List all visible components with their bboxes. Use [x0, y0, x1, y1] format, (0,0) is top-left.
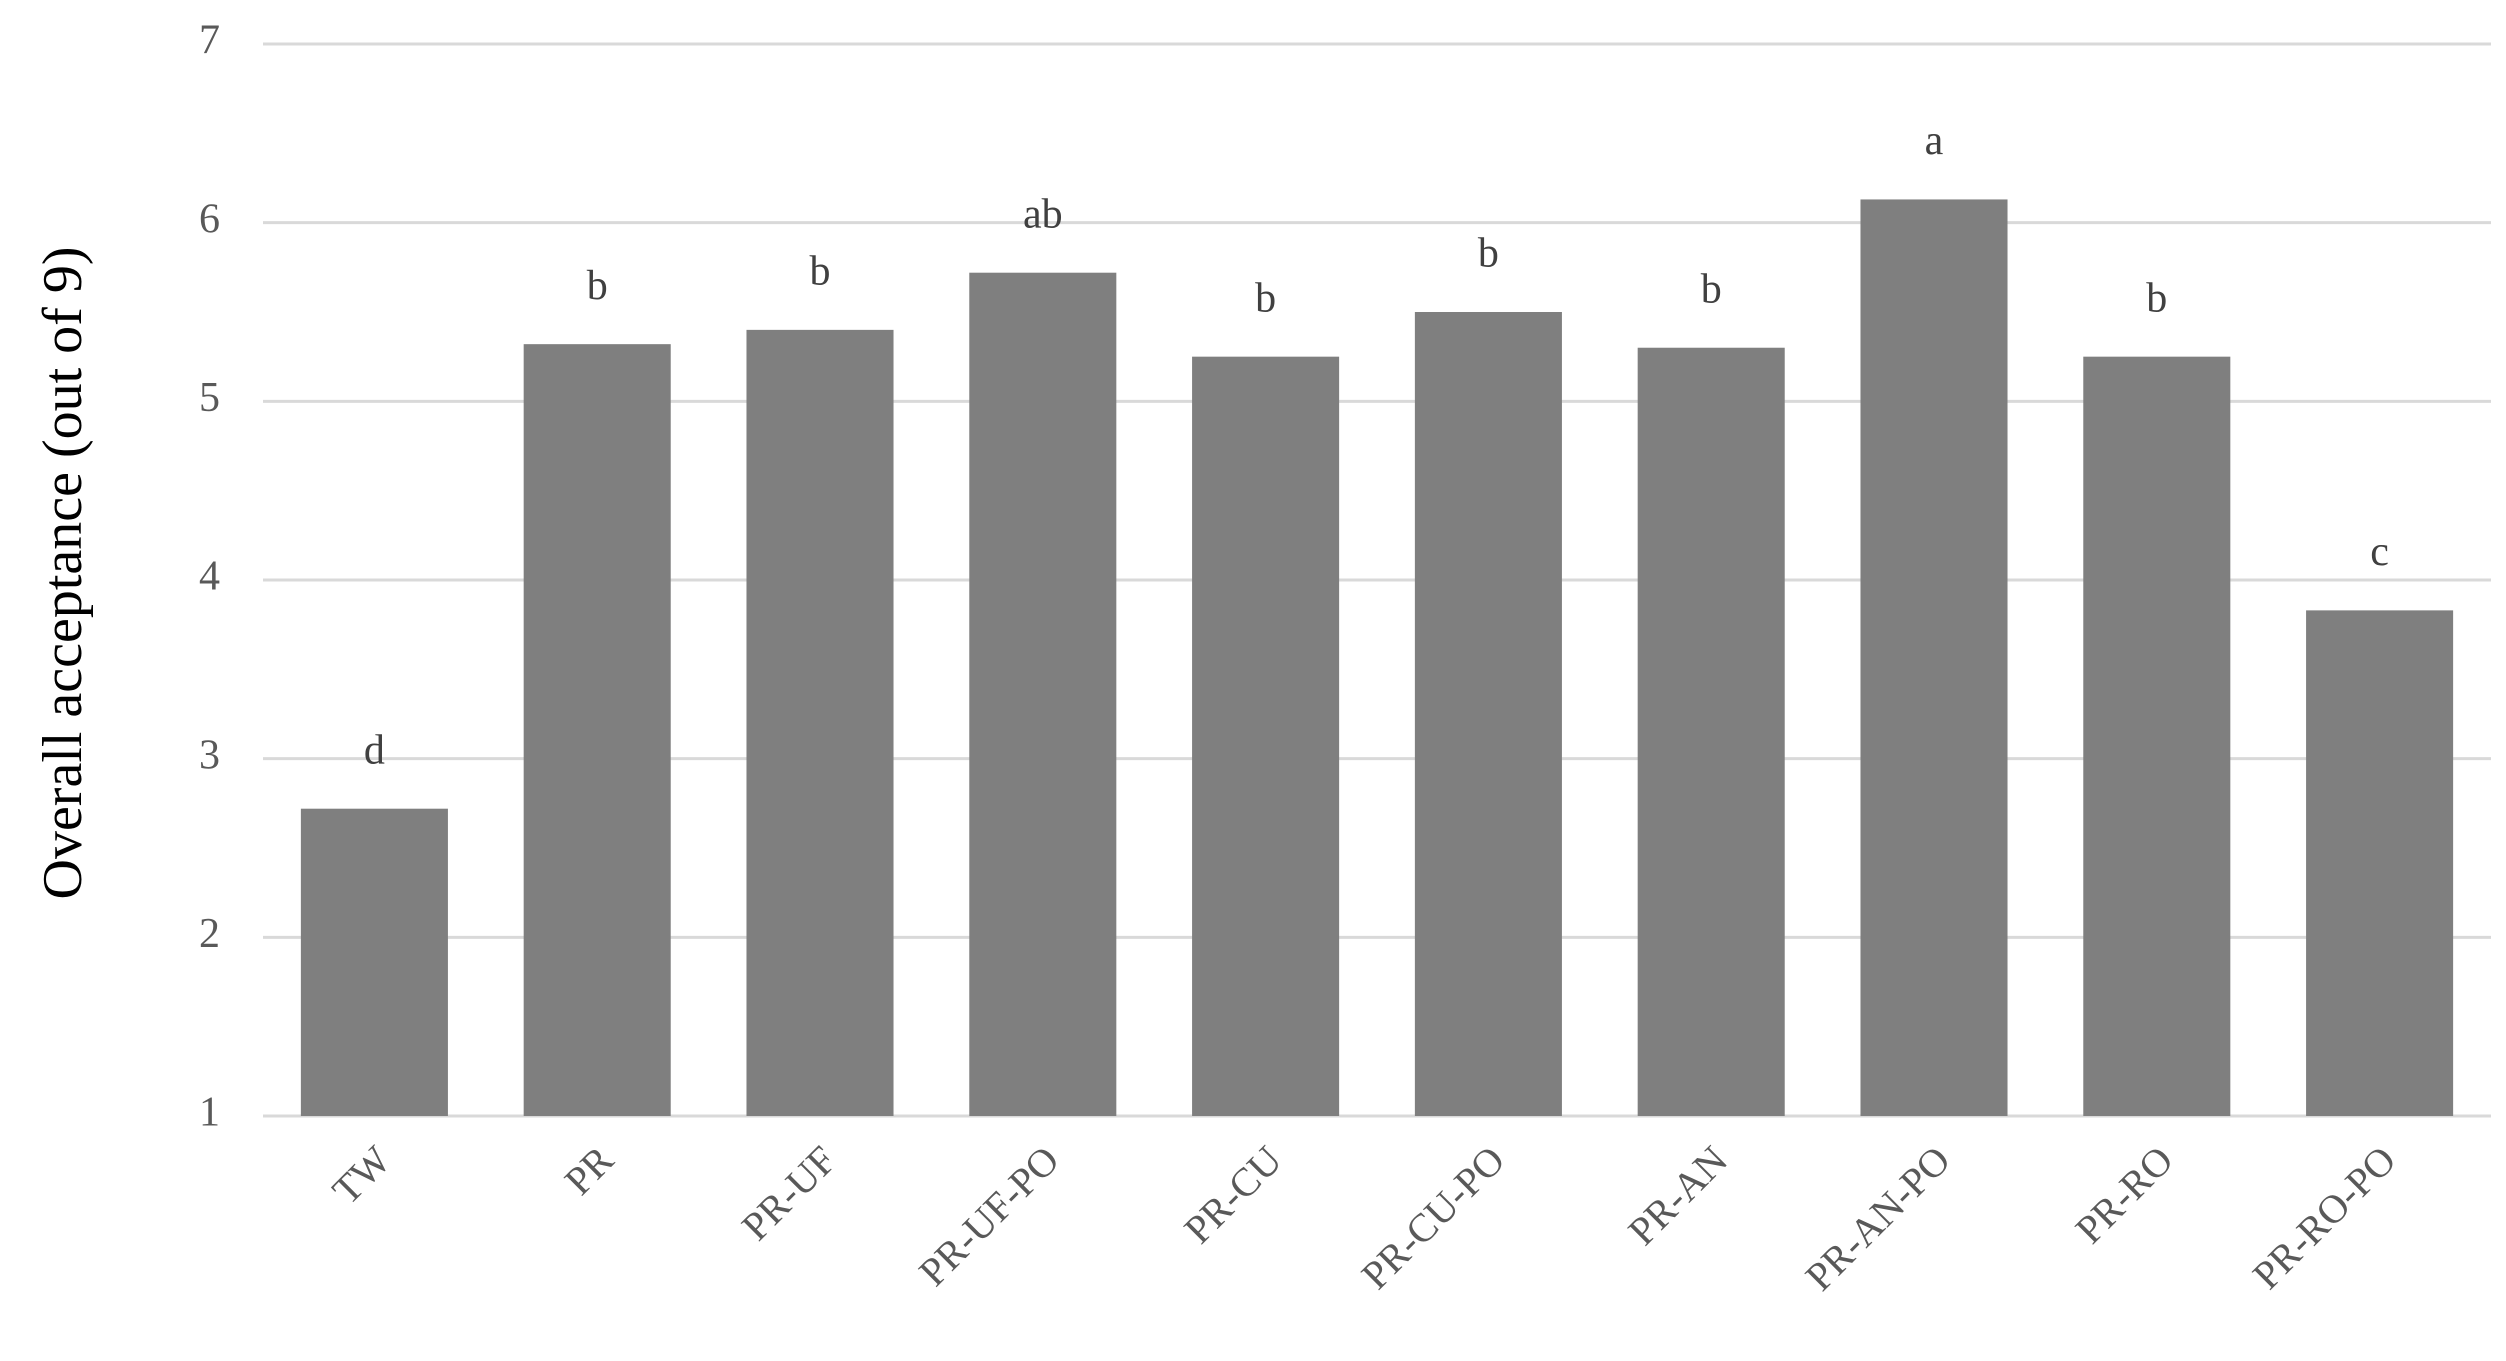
bar: [1192, 356, 1340, 1117]
bar: [1637, 347, 1785, 1116]
bar: [2083, 356, 2231, 1117]
y-tick-label: 7: [199, 18, 220, 64]
x-tick-label: PR-CU: [1175, 1137, 1290, 1252]
bar: [1860, 199, 2008, 1116]
x-tick-label: PR-UF: [733, 1137, 845, 1249]
bar: [969, 272, 1117, 1116]
x-tick-label: PR-RO: [2067, 1137, 2182, 1252]
x-tick-label: PR-CU-PO: [1353, 1137, 1514, 1298]
annotation: d: [364, 727, 385, 773]
y-tick-label: 3: [199, 732, 220, 778]
x-tick-label: PR-AN-PO: [1797, 1137, 1959, 1299]
annotation: a: [1925, 118, 1944, 164]
annotation: b: [810, 249, 831, 295]
bar: [300, 808, 448, 1116]
bar: [2306, 610, 2454, 1116]
x-tick-label: PR-UF-PO: [910, 1137, 1068, 1295]
y-axis-label: Overall acceptance (out of 9): [32, 247, 94, 900]
y-tick-label: 6: [199, 196, 220, 242]
annotation: b: [1255, 275, 1276, 321]
annotation: ab: [1023, 191, 1063, 237]
bar: [1414, 312, 1562, 1116]
annotation: b: [1701, 266, 1722, 312]
x-tick-label: PR: [556, 1137, 623, 1204]
y-tick-label: 1: [199, 1090, 220, 1136]
x-tick-label: TW: [323, 1137, 399, 1213]
annotation: b: [587, 263, 608, 309]
y-tick-label: 5: [199, 375, 220, 421]
annotation: b: [1478, 231, 1499, 277]
x-tick-label: PR-AN: [1619, 1137, 1736, 1254]
annotation: c: [2370, 529, 2389, 575]
x-tick-label: PR-RO-PO: [2244, 1137, 2405, 1298]
y-tick-label: 4: [199, 554, 220, 600]
annotation: b: [2146, 275, 2167, 321]
bar: [523, 344, 671, 1116]
bar: [746, 329, 894, 1116]
y-tick-label: 2: [199, 911, 220, 957]
